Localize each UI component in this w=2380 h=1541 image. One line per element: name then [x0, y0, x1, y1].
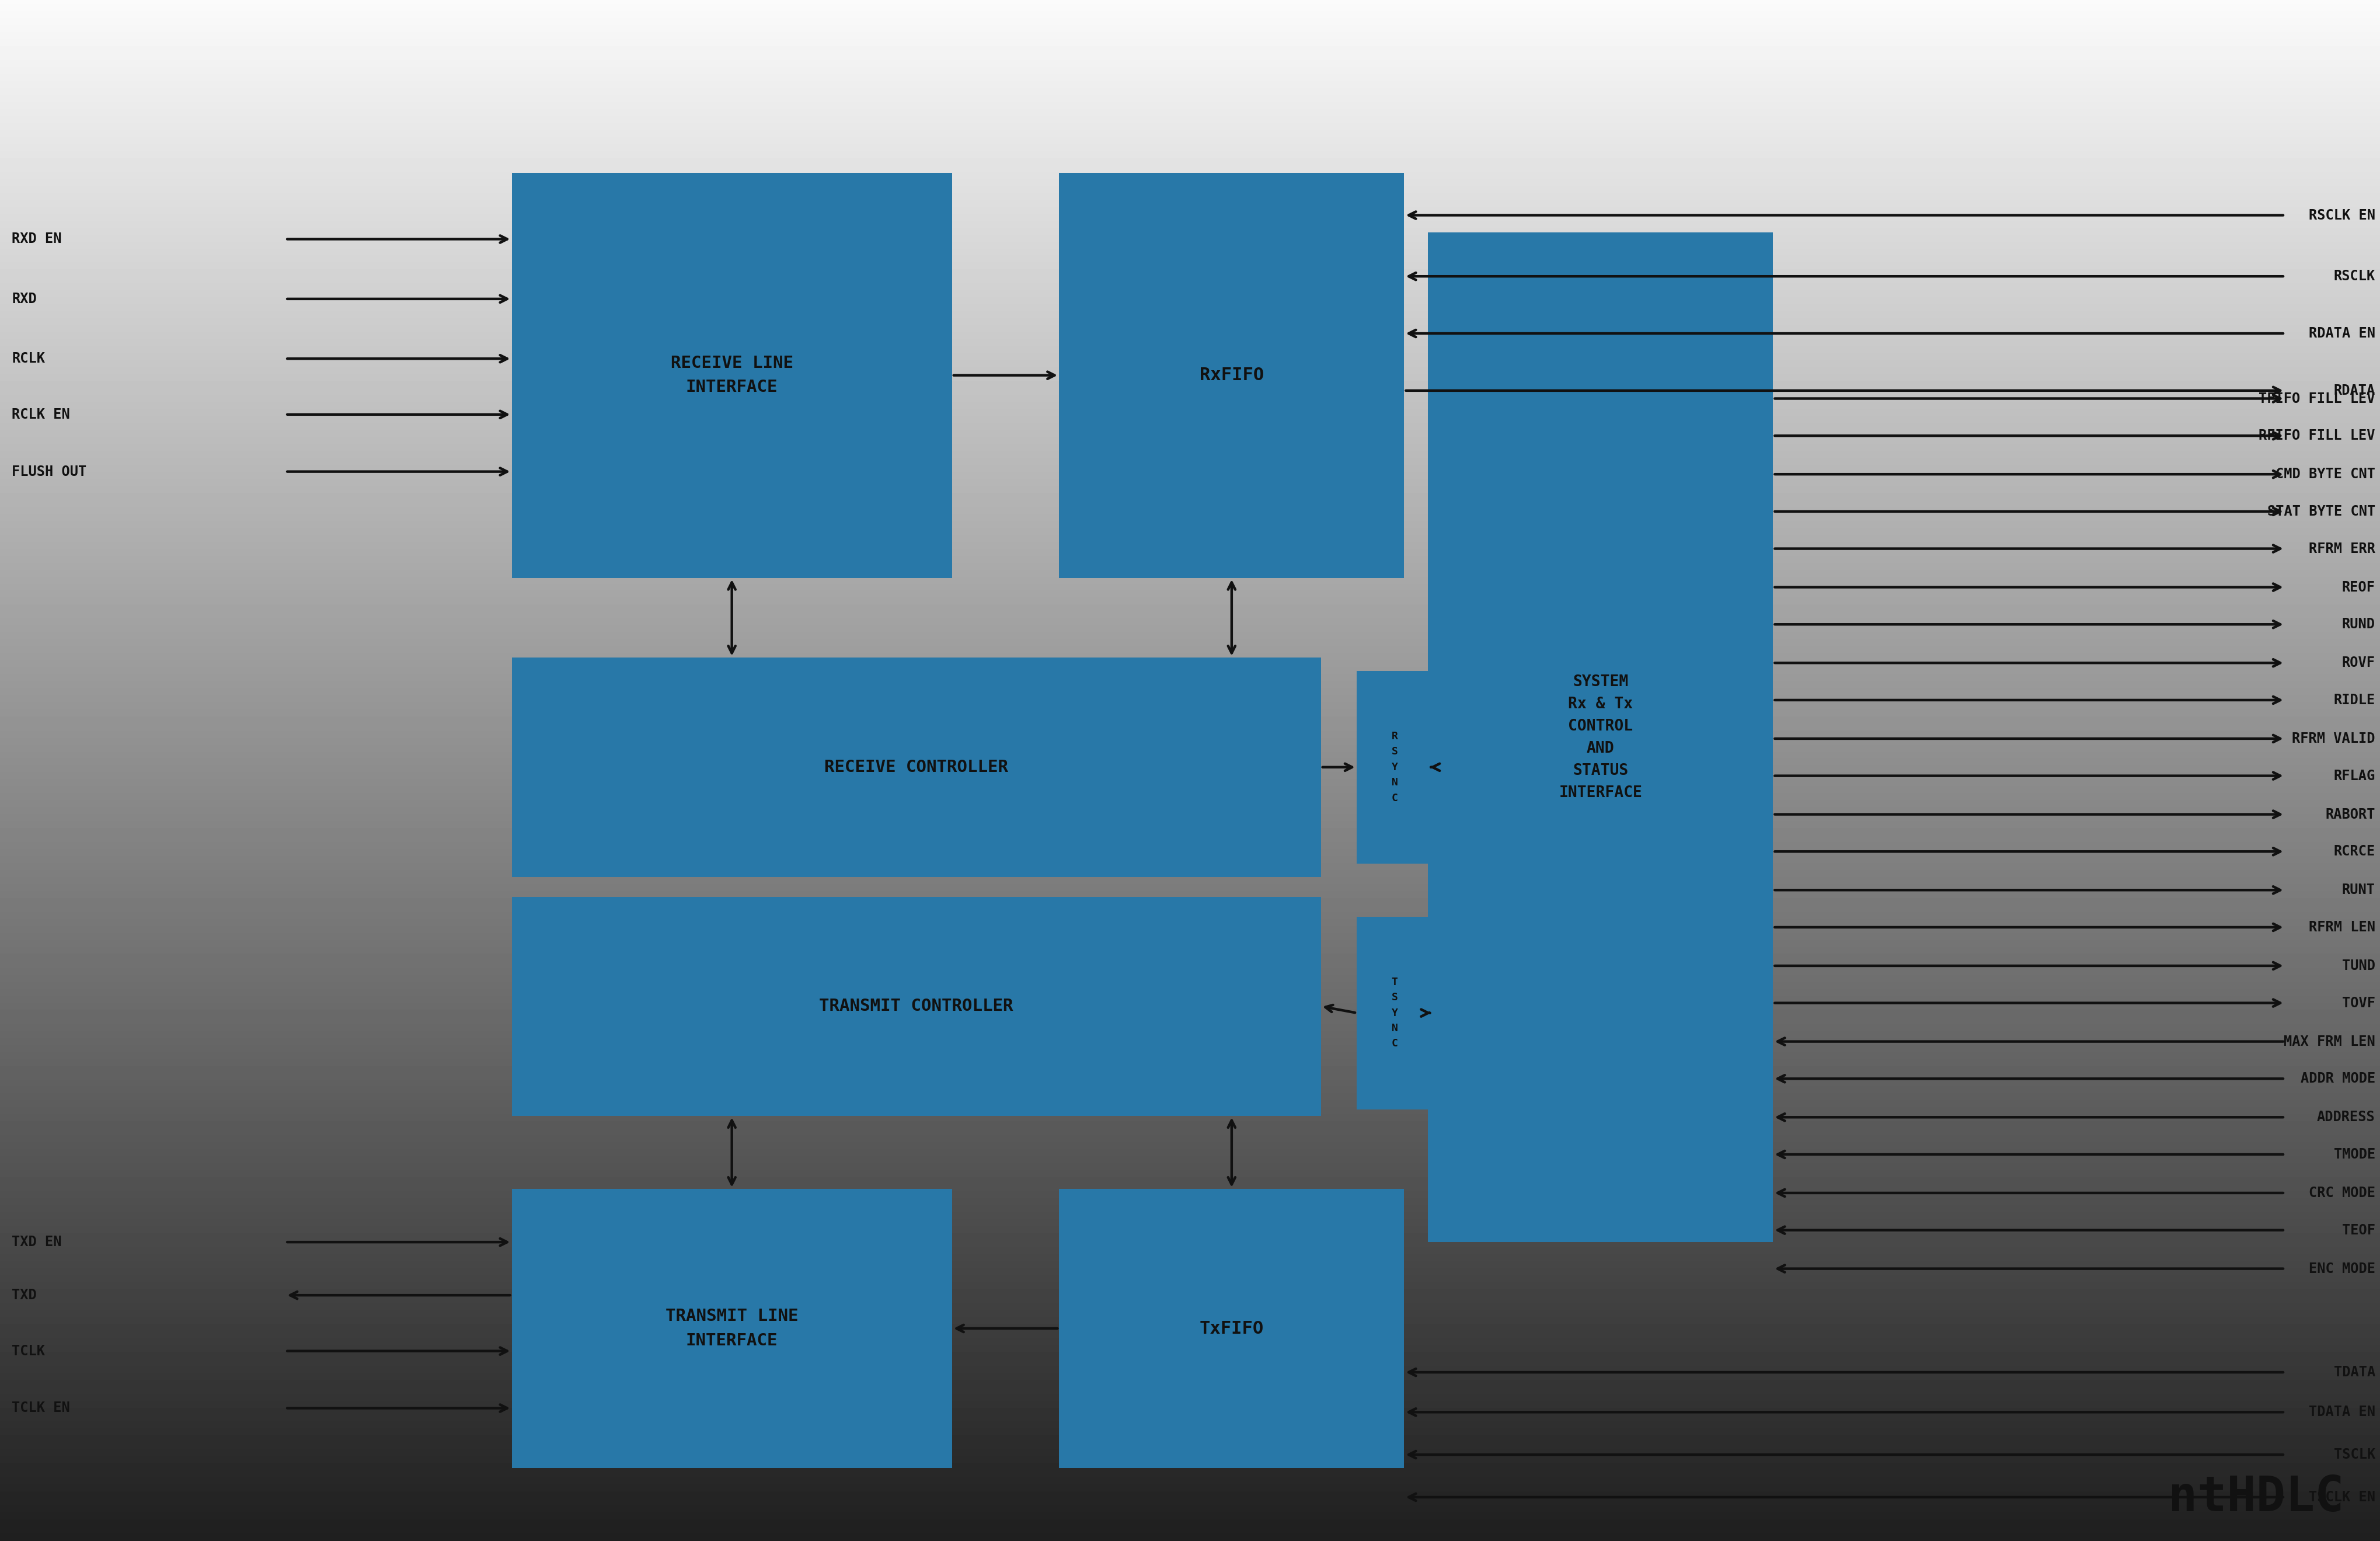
Text: RFRM ERR: RFRM ERR — [2309, 541, 2375, 556]
Text: ROVF: ROVF — [2342, 656, 2375, 670]
Bar — [512, 173, 952, 578]
Text: RFRM VALID: RFRM VALID — [2292, 732, 2375, 746]
Text: RIDLE: RIDLE — [2335, 693, 2375, 707]
Text: TRANSMIT CONTROLLER: TRANSMIT CONTROLLER — [819, 999, 1014, 1014]
Text: TUND: TUND — [2342, 959, 2375, 972]
Text: ENC MODE: ENC MODE — [2309, 1262, 2375, 1276]
Text: TSCLK: TSCLK — [2335, 1447, 2375, 1462]
Text: ntHDLC: ntHDLC — [2168, 1473, 2344, 1521]
Text: TEOF: TEOF — [2342, 1224, 2375, 1237]
Text: RSCLK: RSCLK — [2335, 270, 2375, 284]
Text: RXD EN: RXD EN — [12, 233, 62, 247]
Text: RSCLK EN: RSCLK EN — [2309, 208, 2375, 222]
Text: RCRCE: RCRCE — [2335, 844, 2375, 858]
Bar — [512, 658, 1321, 877]
Text: TxFIFO: TxFIFO — [1200, 1321, 1264, 1338]
Text: TOVF: TOVF — [2342, 995, 2375, 1009]
Text: R
S
Y
N
C: R S Y N C — [1392, 730, 1397, 803]
Text: RDATA: RDATA — [2335, 384, 2375, 398]
Text: TDATA EN: TDATA EN — [2309, 1405, 2375, 1419]
Text: RECEIVE CONTROLLER: RECEIVE CONTROLLER — [823, 760, 1009, 775]
Text: MAX FRM LEN: MAX FRM LEN — [2285, 1034, 2375, 1048]
Bar — [1357, 670, 1433, 863]
Bar — [512, 1190, 952, 1469]
Text: RECEIVE LINE
INTERFACE: RECEIVE LINE INTERFACE — [671, 354, 793, 396]
Text: TRANSMIT LINE
INTERFACE: TRANSMIT LINE INTERFACE — [666, 1308, 797, 1348]
Text: TXD: TXD — [12, 1288, 36, 1302]
Text: RCLK EN: RCLK EN — [12, 407, 69, 422]
Text: CMD BYTE CNT: CMD BYTE CNT — [2275, 467, 2375, 481]
Text: RCLK: RCLK — [12, 351, 45, 365]
Text: TCLK: TCLK — [12, 1344, 45, 1358]
Bar — [1059, 173, 1404, 578]
Text: STAT BYTE CNT: STAT BYTE CNT — [2268, 504, 2375, 518]
Text: SYSTEM
Rx & Tx
CONTROL
AND
STATUS
INTERFACE: SYSTEM Rx & Tx CONTROL AND STATUS INTERF… — [1559, 675, 1642, 800]
Text: REOF: REOF — [2342, 579, 2375, 595]
Text: RXD: RXD — [12, 291, 36, 307]
Bar — [1428, 233, 1773, 1242]
Text: TSCLK EN: TSCLK EN — [2309, 1490, 2375, 1504]
Text: FLUSH OUT: FLUSH OUT — [12, 464, 86, 479]
Text: TXD EN: TXD EN — [12, 1234, 62, 1250]
Text: T
S
Y
N
C: T S Y N C — [1392, 977, 1397, 1049]
Text: RxFIFO: RxFIFO — [1200, 367, 1264, 384]
Text: TCLK EN: TCLK EN — [12, 1401, 69, 1415]
Text: RUNT: RUNT — [2342, 883, 2375, 897]
Text: RDATA EN: RDATA EN — [2309, 327, 2375, 341]
Text: RABORT: RABORT — [2325, 807, 2375, 821]
Text: TDATA: TDATA — [2335, 1365, 2375, 1379]
Bar — [1059, 1190, 1404, 1469]
Text: TFIFO FILL LEV: TFIFO FILL LEV — [2259, 391, 2375, 405]
Text: ADDR MODE: ADDR MODE — [2301, 1071, 2375, 1086]
Text: TMODE: TMODE — [2335, 1148, 2375, 1162]
Text: CRC MODE: CRC MODE — [2309, 1187, 2375, 1200]
Bar — [512, 897, 1321, 1116]
Bar — [1357, 917, 1433, 1110]
Text: ADDRESS: ADDRESS — [2318, 1110, 2375, 1125]
Text: RFLAG: RFLAG — [2335, 769, 2375, 783]
Text: RUND: RUND — [2342, 618, 2375, 632]
Text: RFRM LEN: RFRM LEN — [2309, 920, 2375, 934]
Text: RFIFO FILL LEV: RFIFO FILL LEV — [2259, 428, 2375, 442]
